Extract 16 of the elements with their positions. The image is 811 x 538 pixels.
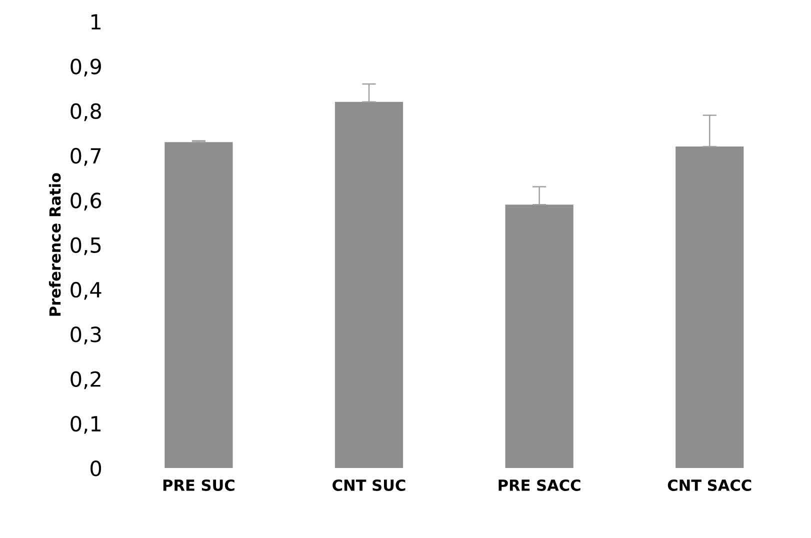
x-tick-label: CNT SACC <box>668 479 752 491</box>
y-tick-label: 0,8 <box>70 103 102 122</box>
x-tick-label: PRE SUC <box>163 479 234 491</box>
y-tick-label: 0,7 <box>70 148 101 166</box>
x-tick-label: CNT SUC <box>332 479 406 491</box>
y-tick-label: 0 <box>90 460 102 476</box>
y-tick-label: 0,3 <box>70 326 101 344</box>
y-tick-label: 0,4 <box>70 282 102 300</box>
y-tick-label: 0,2 <box>70 371 100 390</box>
y-tick-label: 1 <box>91 14 101 30</box>
y-tick-label: 0,6 <box>70 192 102 210</box>
y-axis-title: Preference Ratio <box>48 173 61 316</box>
x-tick-label: PRE SACC <box>498 479 580 491</box>
y-tick-label: 0,9 <box>70 58 101 77</box>
y-tick-label: 0,1 <box>70 416 101 434</box>
y-tick-label: 0,5 <box>70 237 101 256</box>
